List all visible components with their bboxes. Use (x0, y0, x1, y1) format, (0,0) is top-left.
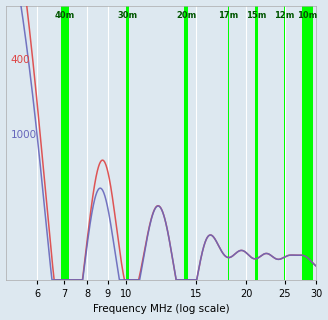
Text: 10m: 10m (297, 11, 318, 20)
Text: 400: 400 (11, 55, 30, 65)
Bar (61, 5, 70, 280)
Bar (228, 5, 229, 280)
Text: 40m: 40m (55, 11, 75, 20)
Text: 17m: 17m (218, 11, 238, 20)
Bar (255, 5, 258, 280)
Text: 12m: 12m (274, 11, 295, 20)
X-axis label: Frequency MHz (log scale): Frequency MHz (log scale) (92, 304, 229, 315)
Bar (284, 5, 285, 280)
Bar (302, 5, 313, 280)
Text: 20m: 20m (176, 11, 196, 20)
Text: 15m: 15m (246, 11, 266, 20)
Text: 30m: 30m (117, 11, 137, 20)
Bar (184, 5, 188, 280)
Text: 1000: 1000 (11, 130, 37, 140)
Bar (126, 5, 129, 280)
